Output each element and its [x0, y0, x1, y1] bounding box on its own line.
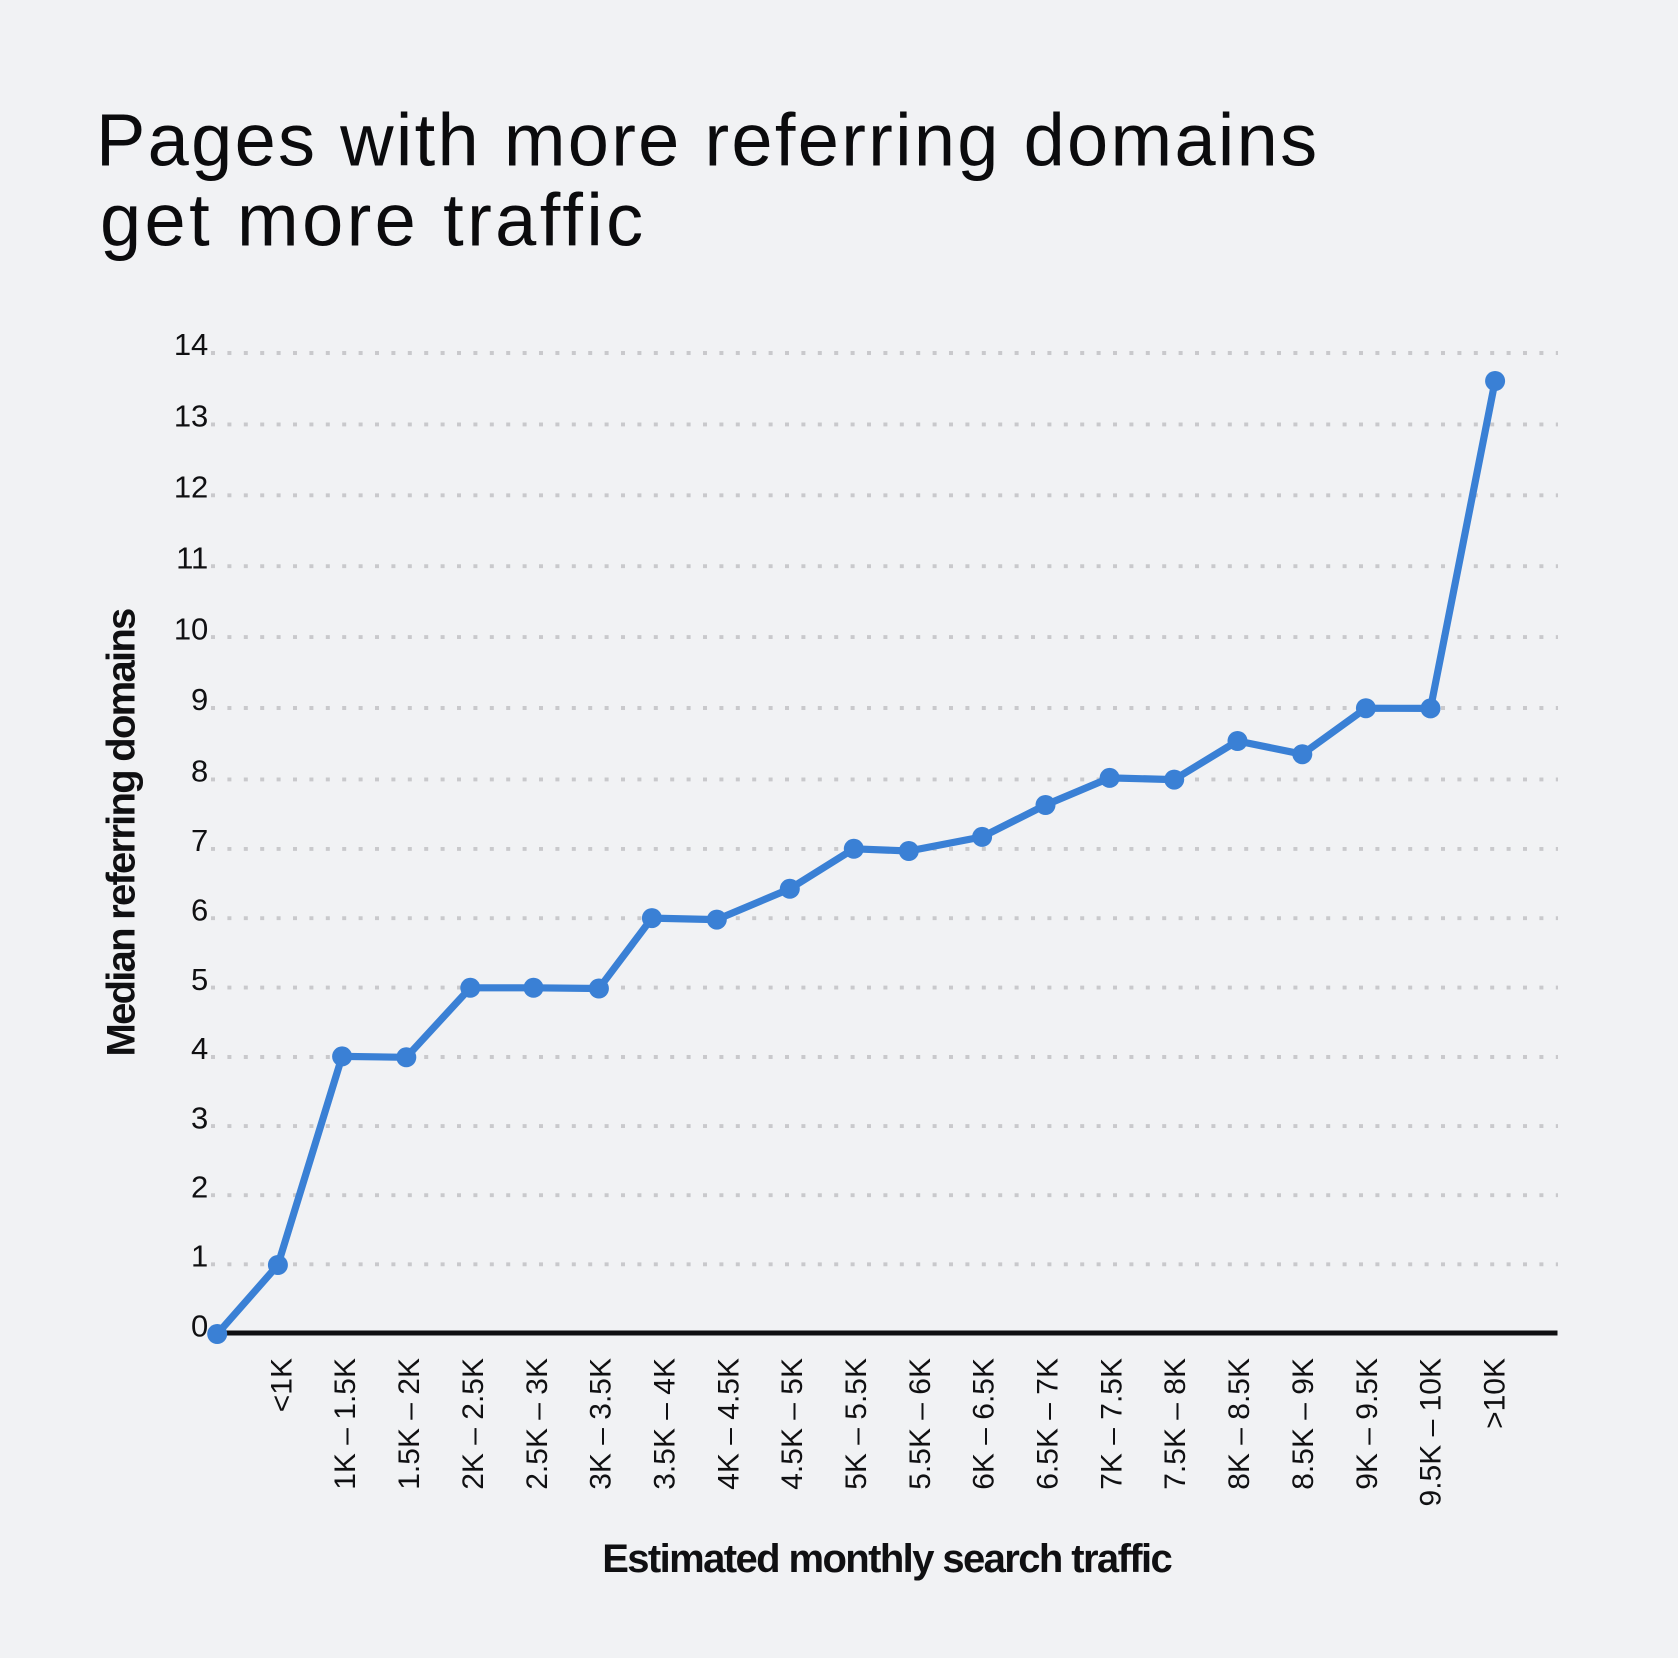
svg-text:1: 1	[191, 1239, 208, 1274]
svg-text:5.5K – 6K: 5.5K – 6K	[904, 1358, 937, 1490]
svg-text:2.5K – 3K: 2.5K – 3K	[521, 1358, 554, 1490]
svg-text:8: 8	[191, 754, 208, 789]
svg-text:7K – 7.5K: 7K – 7.5K	[1095, 1358, 1128, 1490]
svg-text:Pages with more referring doma: Pages with more referring domains	[96, 99, 1319, 182]
svg-text:7.5K – 8K: 7.5K – 8K	[1159, 1358, 1192, 1490]
svg-text:7: 7	[191, 823, 208, 858]
svg-text:Median referring domains: Median referring domains	[100, 609, 144, 1056]
svg-text:Estimated monthly search traff: Estimated monthly search traffic	[602, 1537, 1172, 1581]
svg-text:12: 12	[174, 470, 208, 505]
svg-text:8K – 8.5K: 8K – 8.5K	[1223, 1358, 1256, 1490]
svg-text:5: 5	[191, 962, 208, 997]
svg-text:2K – 2.5K: 2K – 2.5K	[457, 1358, 490, 1490]
svg-text:13: 13	[174, 399, 208, 434]
svg-text:10: 10	[174, 611, 208, 646]
svg-text:4: 4	[191, 1031, 208, 1066]
svg-text:6: 6	[191, 892, 208, 927]
svg-text:0: 0	[191, 1308, 208, 1343]
svg-text:6K – 6.5K: 6K – 6.5K	[968, 1358, 1001, 1490]
svg-text:11: 11	[176, 540, 208, 575]
svg-text:6.5K – 7K: 6.5K – 7K	[1032, 1358, 1065, 1490]
svg-text:3.5K – 4K: 3.5K – 4K	[648, 1358, 681, 1490]
svg-text:9.5K – 10K: 9.5K – 10K	[1415, 1358, 1448, 1506]
svg-text:2: 2	[191, 1169, 208, 1204]
svg-text:5K – 5.5K: 5K – 5.5K	[840, 1358, 873, 1490]
svg-text:<1K: <1K	[265, 1358, 298, 1412]
svg-text:3K – 3.5K: 3K – 3.5K	[585, 1358, 618, 1490]
svg-text:3: 3	[191, 1100, 208, 1135]
svg-text:9: 9	[191, 682, 208, 717]
svg-text:get more traffic: get more traffic	[100, 178, 647, 261]
svg-text:4.5K – 5K: 4.5K – 5K	[776, 1358, 809, 1490]
svg-text:4K – 4.5K: 4K – 4.5K	[712, 1358, 745, 1490]
svg-text:8.5K – 9K: 8.5K – 9K	[1287, 1358, 1320, 1490]
svg-text:1.5K – 2K: 1.5K – 2K	[393, 1358, 426, 1490]
svg-text:14: 14	[174, 327, 208, 362]
svg-text:1K – 1.5K: 1K – 1.5K	[329, 1358, 362, 1490]
svg-text:9K – 9.5K: 9K – 9.5K	[1351, 1358, 1384, 1490]
svg-text:>10K: >10K	[1479, 1358, 1512, 1429]
